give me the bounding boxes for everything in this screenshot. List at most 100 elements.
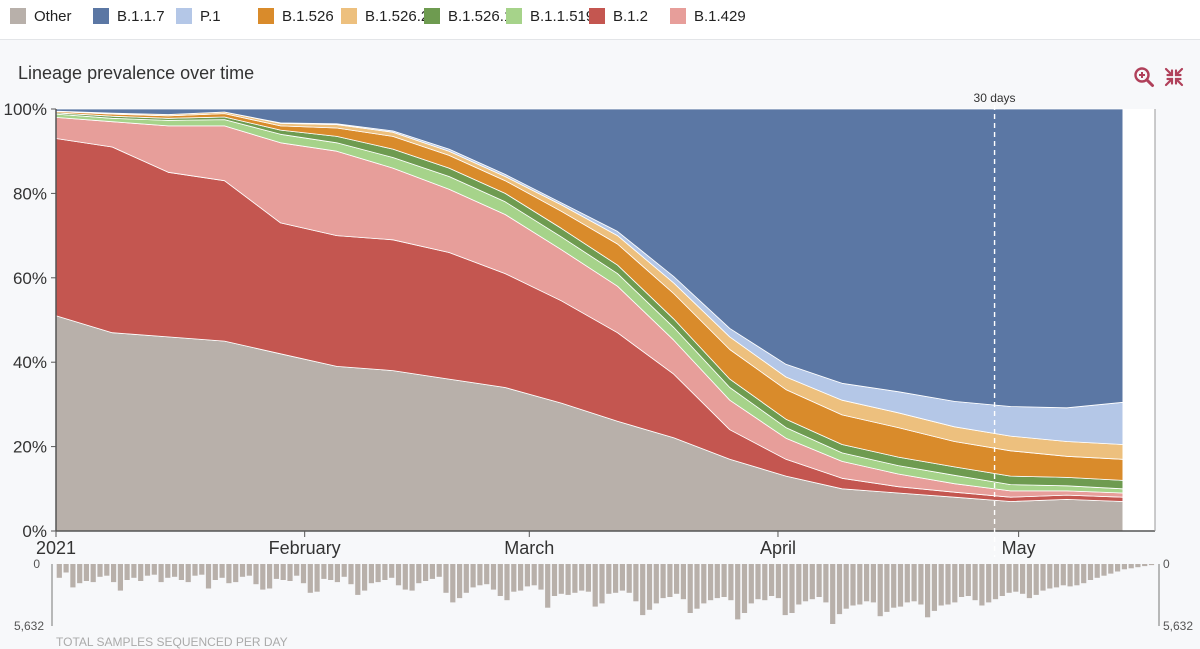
samples-bar (579, 564, 585, 591)
samples-bar (124, 564, 130, 580)
legend-label: B.1.2 (613, 7, 649, 25)
x-tick-label: May (1002, 538, 1036, 558)
samples-bar (538, 564, 544, 590)
x-tick-label: April (760, 538, 796, 558)
samples-zero-label: 0 (33, 557, 40, 571)
samples-bar (897, 564, 904, 607)
samples-bar (877, 564, 883, 617)
legend-item-b-1-429[interactable]: B.1.429 (670, 7, 746, 25)
samples-bar (457, 564, 463, 599)
samples-bar (260, 564, 266, 590)
samples-bar (328, 564, 334, 580)
legend-label: B.1.1.7 (117, 7, 165, 25)
samples-bar (341, 564, 347, 577)
samples-bar (1074, 564, 1080, 586)
samples-bar (287, 564, 293, 581)
legend-swatch (10, 8, 26, 24)
samples-bar (1040, 564, 1046, 591)
samples-bar (1081, 564, 1087, 584)
samples-bar (572, 564, 578, 593)
samples-max-label: 5,632 (1163, 619, 1193, 633)
legend-swatch (506, 8, 522, 24)
samples-bar (674, 564, 680, 594)
samples-bar (402, 564, 408, 590)
samples-bar (1101, 564, 1107, 576)
legend-swatch (93, 8, 109, 24)
samples-bar (497, 564, 503, 596)
samples-bar (735, 564, 741, 620)
y-tick-label: 0% (22, 522, 47, 541)
series-area-b-1-1-7[interactable] (55, 108, 1124, 409)
samples-bar (741, 564, 748, 613)
thirty-days-label: 30 days (974, 91, 1016, 105)
samples-bar (151, 564, 157, 575)
samples-bar (1013, 564, 1019, 592)
samples-bar (918, 564, 924, 605)
samples-bar (558, 564, 564, 594)
samples-bar (626, 564, 632, 593)
zoom-in-icon[interactable] (1133, 66, 1155, 88)
samples-bar (56, 564, 62, 578)
samples-bar (117, 564, 123, 591)
samples-bar (1094, 564, 1100, 578)
legend-item-b-1-526-1[interactable]: B.1.526.1 (424, 8, 512, 25)
samples-bar (836, 564, 843, 615)
samples-bar (789, 564, 795, 613)
samples-bar (375, 564, 381, 583)
samples-bar (484, 564, 490, 585)
legend-item-b-1-2[interactable]: B.1.2 (589, 7, 649, 25)
samples-bar (904, 564, 910, 603)
samples-max-label: 5,632 (14, 619, 44, 633)
samples-bar (619, 564, 625, 591)
legend-label: B.1.1.519 (530, 7, 595, 25)
samples-bar (646, 564, 653, 610)
samples-bar (219, 564, 225, 578)
samples-bar (239, 564, 246, 577)
legend-item-p-1[interactable]: P.1 (176, 8, 221, 25)
samples-bar (389, 564, 395, 578)
samples-bar (1047, 564, 1053, 589)
samples-bar (959, 564, 965, 597)
samples-bar (728, 564, 734, 601)
samples-bar (802, 564, 809, 602)
samples-bar (518, 564, 524, 591)
legend-item-other[interactable]: Other (10, 8, 72, 25)
samples-bar (640, 564, 646, 616)
legend-label: B.1.429 (694, 7, 746, 25)
samples-bar (273, 564, 279, 579)
samples-bar (1128, 564, 1134, 569)
y-tick-label: 80% (13, 184, 47, 203)
collapse-arrows-icon[interactable] (1163, 66, 1185, 88)
samples-bar (436, 564, 442, 577)
x-tick-label: February (269, 538, 341, 558)
samples-bar (694, 564, 700, 609)
legend-item-b-1-1-7[interactable]: B.1.1.7 (93, 7, 165, 25)
y-tick-label: 60% (13, 269, 47, 288)
legend-swatch (589, 8, 605, 24)
samples-bar (362, 564, 368, 591)
legend-label: B.1.526 (282, 7, 334, 25)
samples-bar (830, 564, 836, 624)
samples-bar (843, 564, 849, 609)
samples-bar (1033, 564, 1039, 595)
samples-bar (701, 564, 707, 604)
legend-swatch (670, 8, 686, 24)
legend-item-b-1-1-519[interactable]: B.1.1.519 (506, 7, 595, 25)
samples-bar (470, 564, 476, 588)
samples-bar (395, 564, 402, 586)
legend-item-b-1-526[interactable]: B.1.526 (258, 7, 334, 25)
samples-bar (172, 564, 178, 577)
legend-swatch (176, 8, 192, 24)
samples-bar (423, 564, 429, 581)
samples-bar (979, 564, 985, 606)
samples-bar (1087, 564, 1094, 580)
legend-item-b-1-526-2[interactable]: B.1.526.2 (341, 8, 429, 25)
samples-bar (952, 564, 958, 603)
samples-bar (450, 564, 456, 603)
samples-bar (931, 564, 937, 611)
samples-bar (1020, 564, 1026, 594)
samples-bar (585, 564, 591, 592)
samples-bar (925, 564, 931, 618)
legend-swatch (424, 8, 440, 24)
